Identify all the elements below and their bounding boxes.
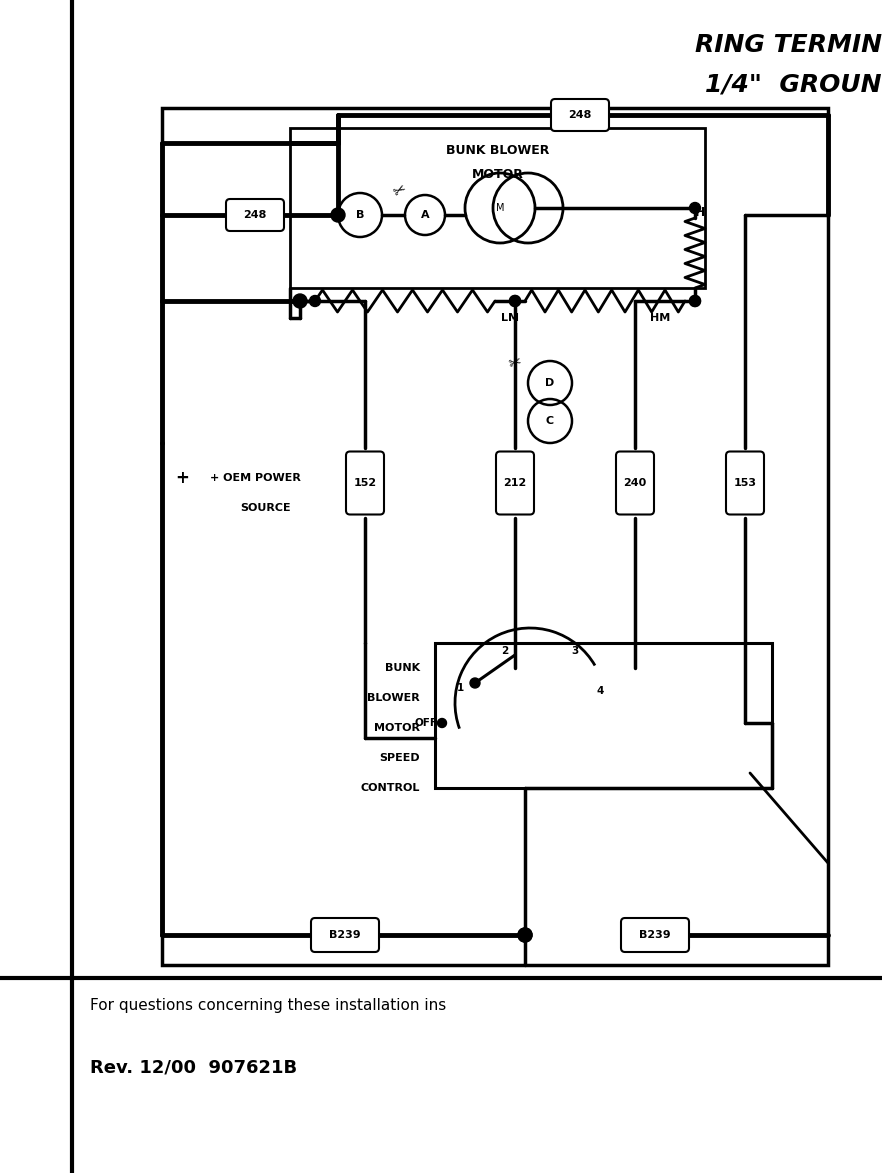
- Text: M: M: [496, 203, 505, 213]
- Text: 212: 212: [504, 479, 527, 488]
- FancyBboxPatch shape: [226, 199, 284, 231]
- Text: 2: 2: [501, 646, 509, 656]
- Text: D: D: [545, 378, 555, 388]
- Text: 3: 3: [572, 646, 579, 656]
- Circle shape: [690, 203, 700, 213]
- Text: C: C: [546, 416, 554, 426]
- FancyBboxPatch shape: [346, 452, 384, 515]
- Circle shape: [293, 294, 307, 308]
- Circle shape: [690, 296, 700, 306]
- Circle shape: [518, 928, 532, 942]
- Text: 153: 153: [734, 479, 757, 488]
- Circle shape: [310, 296, 320, 306]
- Text: B: B: [355, 210, 364, 221]
- Text: + OEM POWER: + OEM POWER: [210, 473, 301, 483]
- Circle shape: [437, 719, 446, 727]
- Text: ✂: ✂: [391, 182, 409, 201]
- Bar: [162, 108, 828, 965]
- Text: B239: B239: [329, 930, 361, 940]
- Text: OFF: OFF: [415, 718, 438, 728]
- Text: LM: LM: [501, 313, 519, 323]
- Circle shape: [510, 296, 520, 306]
- Bar: [290, 128, 705, 289]
- Circle shape: [510, 296, 520, 306]
- Text: HM: HM: [650, 313, 670, 323]
- Text: 4: 4: [596, 686, 603, 696]
- Text: 1: 1: [456, 683, 464, 693]
- Circle shape: [470, 678, 480, 689]
- Circle shape: [690, 296, 700, 306]
- FancyBboxPatch shape: [621, 918, 689, 952]
- Text: CONTROL: CONTROL: [361, 784, 420, 793]
- Text: ✂: ✂: [507, 354, 523, 372]
- Text: 248: 248: [568, 110, 592, 120]
- FancyBboxPatch shape: [551, 99, 609, 131]
- FancyBboxPatch shape: [726, 452, 764, 515]
- Circle shape: [295, 296, 305, 306]
- Text: BLOWER: BLOWER: [367, 693, 420, 703]
- Text: SPEED: SPEED: [379, 753, 420, 762]
- Text: MOTOR: MOTOR: [374, 723, 420, 733]
- Text: L: L: [296, 297, 304, 310]
- Text: BUNK: BUNK: [385, 663, 420, 673]
- FancyBboxPatch shape: [311, 918, 379, 952]
- Text: RING TERMIN: RING TERMIN: [695, 33, 882, 57]
- Text: A: A: [421, 210, 430, 221]
- Text: 1/4"  GROUN: 1/4" GROUN: [706, 73, 882, 97]
- Text: For questions concerning these installation ins: For questions concerning these installat…: [90, 998, 446, 1013]
- Text: 240: 240: [624, 479, 647, 488]
- Bar: [435, 643, 772, 788]
- FancyBboxPatch shape: [616, 452, 654, 515]
- Text: 152: 152: [354, 479, 377, 488]
- FancyBboxPatch shape: [496, 452, 534, 515]
- Text: 248: 248: [243, 210, 266, 221]
- Circle shape: [331, 208, 345, 222]
- Text: MOTOR: MOTOR: [472, 169, 523, 182]
- Text: H: H: [695, 206, 706, 219]
- Text: +: +: [175, 469, 189, 487]
- Text: BUNK BLOWER: BUNK BLOWER: [445, 144, 549, 157]
- Text: B239: B239: [639, 930, 671, 940]
- Text: SOURCE: SOURCE: [240, 503, 291, 513]
- Circle shape: [518, 928, 532, 942]
- Text: Rev. 12/00  907621B: Rev. 12/00 907621B: [90, 1058, 297, 1076]
